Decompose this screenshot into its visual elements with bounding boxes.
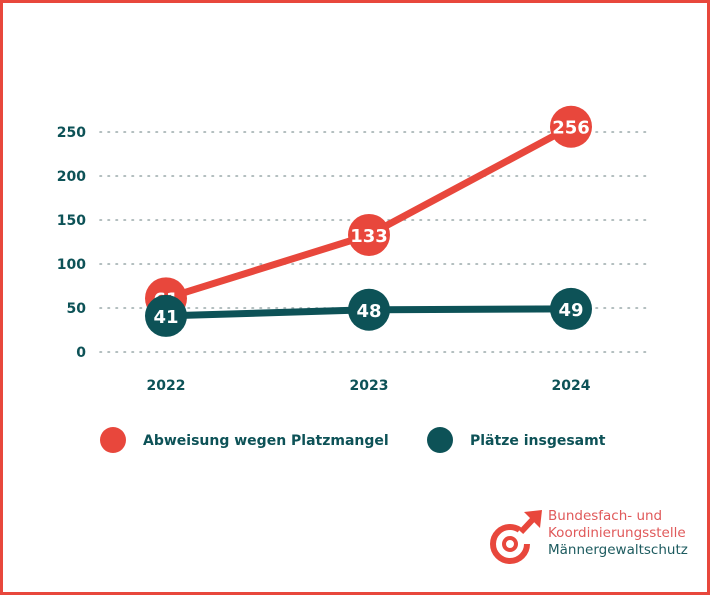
y-tick-label: 150 <box>57 213 86 229</box>
data-label: 41 <box>153 307 178 328</box>
x-tick-label: 2024 <box>552 378 591 394</box>
data-point <box>550 287 592 330</box>
x-tick-label: 2023 <box>350 378 389 394</box>
male-symbol-icon <box>490 510 542 564</box>
y-tick-label: 200 <box>57 169 86 185</box>
y-tick-label: 0 <box>76 345 86 361</box>
legend-label: Plätze insgesamt <box>470 433 606 449</box>
data-point <box>348 288 390 331</box>
data-label: 49 <box>558 300 583 321</box>
data-point <box>550 105 592 148</box>
data-point <box>145 294 187 337</box>
data-point <box>348 213 390 256</box>
data-label: 133 <box>350 226 388 247</box>
series-line-0 <box>164 123 573 302</box>
legend-label: Abweisung wegen Platzmangel <box>143 433 389 449</box>
logo-line-2: Koordinierungsstelle <box>548 525 686 541</box>
logo: Bundesfach- und Koordinierungsstelle Män… <box>488 508 698 568</box>
logo-line-3: Männergewaltschutz <box>548 542 688 558</box>
y-tick-label: 50 <box>67 301 87 317</box>
data-label: 48 <box>356 301 381 322</box>
data-label: 256 <box>552 118 590 139</box>
y-tick-label: 100 <box>57 257 86 273</box>
legend-marker <box>100 427 126 453</box>
logo-line-1: Bundesfach- und <box>548 508 663 524</box>
x-tick-label: 2022 <box>147 378 186 394</box>
legend-marker <box>427 427 453 453</box>
y-tick-label: 250 <box>57 125 86 141</box>
